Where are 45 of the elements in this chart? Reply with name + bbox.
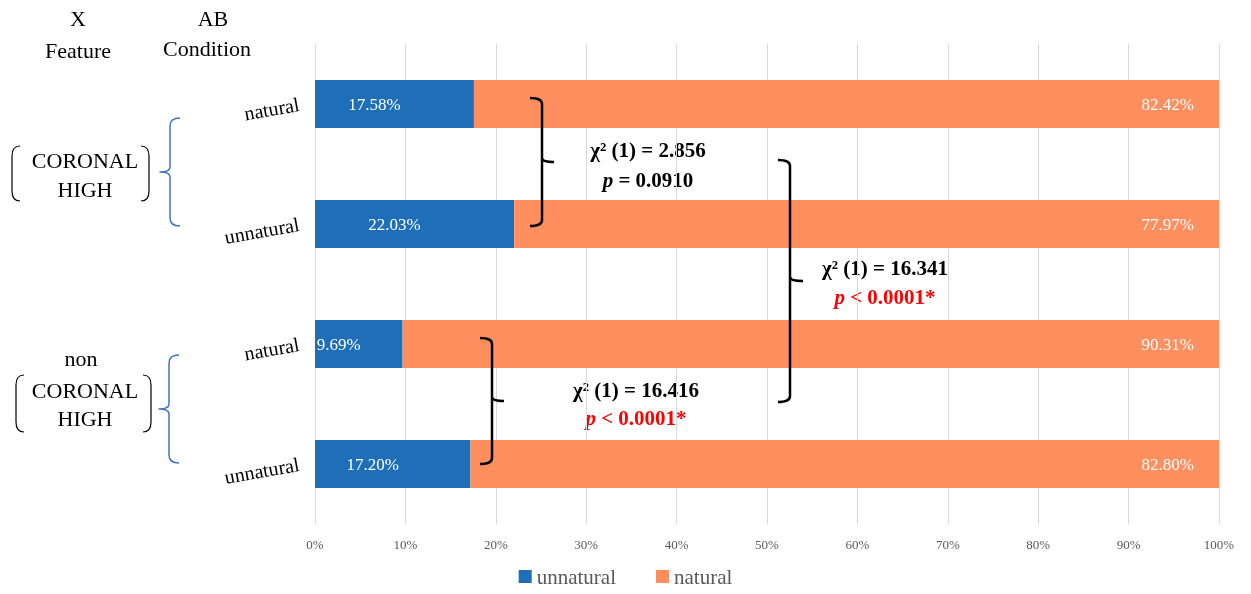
data-label: 82.80% — [1141, 454, 1194, 474]
text: AB — [197, 5, 229, 31]
text: X — [70, 5, 87, 31]
y-tick-label: natural — [242, 333, 302, 365]
bar — [315, 320, 403, 368]
x-tick-label: 30% — [574, 537, 599, 552]
bar — [470, 440, 1219, 488]
x-tick-label: 10% — [393, 537, 418, 552]
data-label: 9.69% — [316, 334, 361, 354]
legend-label: natural — [674, 564, 733, 589]
bar — [315, 200, 515, 248]
text: HIGH — [57, 176, 113, 202]
x-tick-label: 0% — [306, 537, 324, 552]
bar — [514, 200, 1219, 248]
text: Condition — [162, 35, 252, 61]
text: CORONAL — [31, 147, 139, 173]
data-label: 82.42% — [1141, 94, 1194, 114]
data-label: 17.20% — [346, 454, 399, 474]
x-tick-label: 40% — [664, 537, 689, 552]
text: CORONAL — [31, 377, 139, 403]
data-label: 17.58% — [348, 94, 401, 114]
data-label: 90.31% — [1141, 334, 1194, 354]
text: HIGH — [57, 405, 113, 431]
text: non — [64, 345, 98, 371]
y-tick-label: natural — [242, 93, 302, 125]
x-tick-label: 100% — [1203, 537, 1235, 552]
bar — [473, 80, 1219, 128]
annotation: χ² (1) = 16.341 — [821, 256, 948, 280]
x-tick-label: 90% — [1116, 537, 1141, 552]
x-tick-label: 20% — [483, 537, 508, 552]
bar — [315, 440, 471, 488]
annotation: p = 0.0910 — [600, 168, 694, 192]
x-tick-label: 80% — [1026, 537, 1051, 552]
x-tick-label: 60% — [845, 537, 870, 552]
y-tick-label: unnatural — [222, 213, 302, 248]
legend-label: unnatural — [536, 564, 617, 589]
x-tick-label: 50% — [755, 537, 780, 552]
bar — [315, 80, 474, 128]
x-tick-label: 70% — [935, 537, 960, 552]
text: Feature — [45, 37, 111, 63]
bar — [402, 320, 1219, 368]
annotation: χ² (1) = 2.856 — [589, 138, 706, 162]
data-label: 77.97% — [1141, 214, 1194, 234]
y-tick-label: unnatural — [222, 453, 302, 488]
data-label: 22.03% — [368, 214, 421, 234]
